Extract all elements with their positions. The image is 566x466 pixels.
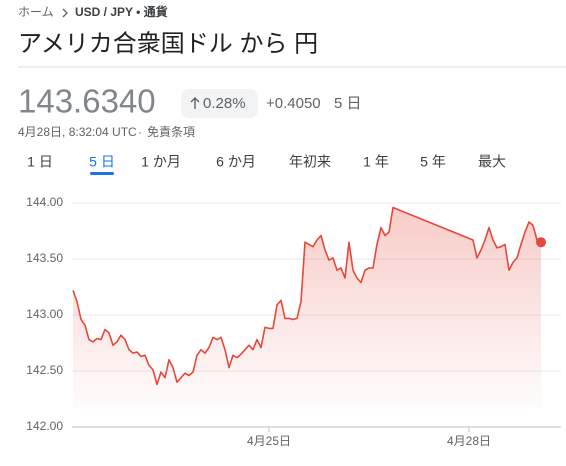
breadcrumb-current: USD / JPY • 通貨 [75,4,168,19]
arrow-icon [190,97,200,109]
page-title: アメリカ合衆国ドル から 円 [18,30,318,57]
last-point [536,237,546,248]
tab[interactable]: 1 年 [363,154,389,170]
change-period: 5 日 [334,95,362,112]
change-badge [181,89,258,118]
tab-bar: 1 日 5 日 1 か月 6 か月 年初来 1 年 5 年 最大 [27,154,506,175]
chevron [62,8,68,18]
price: 143.6340 [18,83,156,120]
x-tick-label: 4月25日 [247,434,291,448]
disclaimer-link[interactable]: 免責条項 [147,124,195,139]
tab[interactable]: 5 年 [420,154,446,170]
y-tick-label: 144.00 [26,195,63,209]
area [73,207,541,419]
y-tick-label: 143.00 [26,307,63,321]
separator: · [138,125,142,139]
tab[interactable]: 最大 [478,154,506,170]
line [72,206,542,386]
y-tick-label: 142.00 [26,419,63,433]
tab[interactable]: 1 日 [27,154,53,170]
timestamp: 4月28日, 8:32:04 UTC [18,125,137,139]
y-tick-label: 143.50 [26,251,63,265]
change: +0.4050 [266,95,321,112]
tab-indicator [90,172,114,175]
tab[interactable]: 6 か月 [216,154,256,170]
tab[interactable]: 1 か月 [141,154,181,170]
y-tick-label: 142.50 [26,363,63,377]
tab[interactable]: 年初来 [289,154,331,170]
tab[interactable]: 5 日 [89,154,115,170]
x-tick-label: 4月28日 [447,434,491,448]
chart: 142.00 142.50 143.00 143.50 144.00 4月25日 4月28日 [26,195,561,448]
breadcrumb-link[interactable]: ホーム [18,5,54,19]
change-percent: 0.28% [203,95,246,112]
